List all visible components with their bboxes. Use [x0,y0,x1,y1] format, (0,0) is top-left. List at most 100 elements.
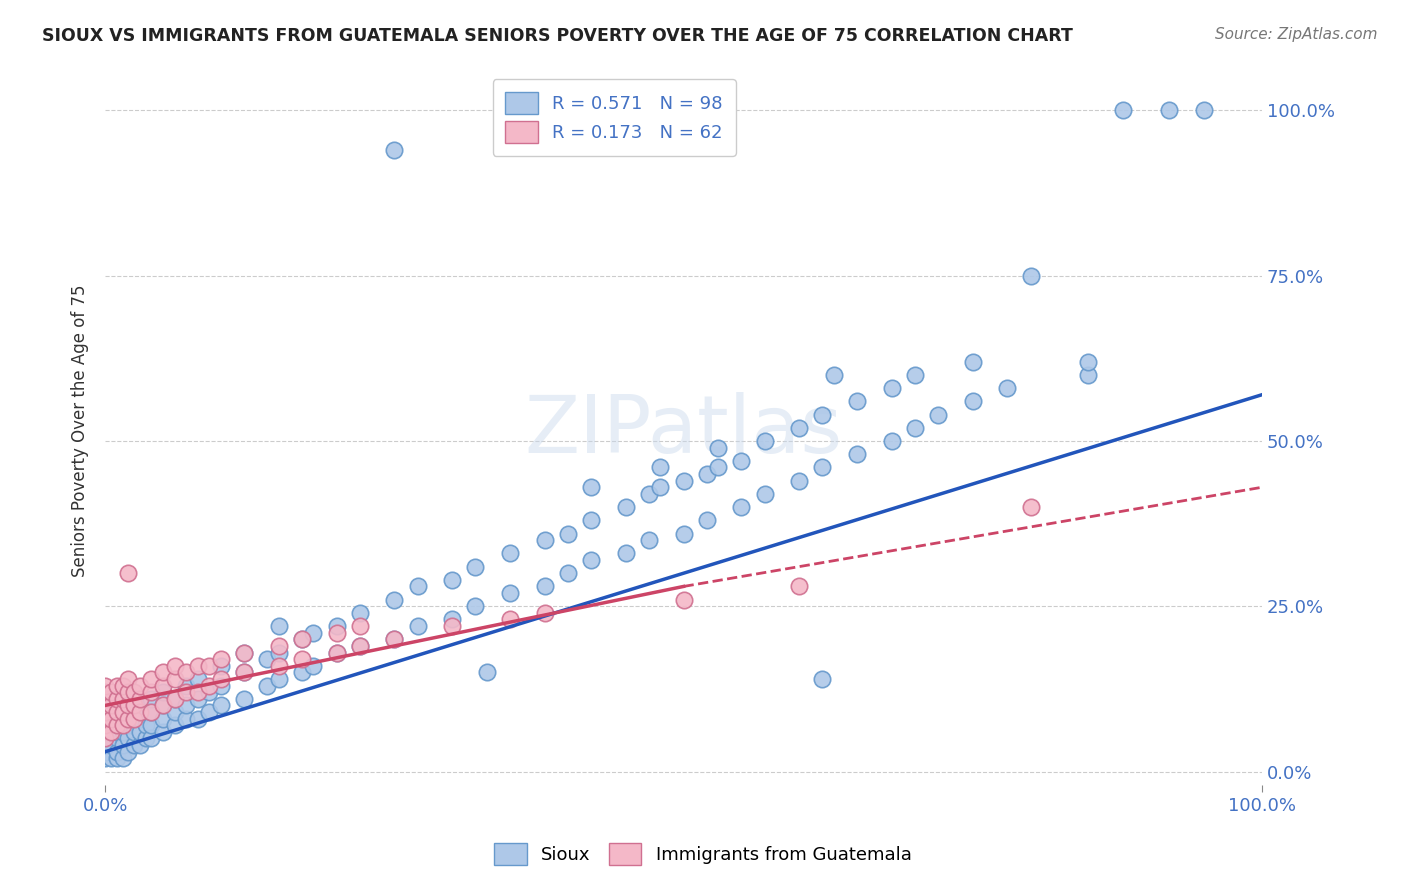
Point [100,698,122,713]
Point [152,685,174,699]
Point [823,368,845,382]
Point [122,685,145,699]
Point [291,632,314,647]
Point [233,665,256,680]
Point [187,685,209,699]
Point [533,579,555,593]
Point [754,434,776,448]
Point [637,533,659,548]
Point [441,573,464,587]
Point [141,718,163,732]
Point [579,553,602,567]
Point [187,658,209,673]
Point [152,724,174,739]
Point [302,658,325,673]
Point [100,738,122,752]
Point [141,685,163,699]
Point [533,606,555,620]
Point [117,718,139,732]
Point [406,619,429,633]
Point [141,731,163,746]
Point [111,705,134,719]
Point [129,738,152,752]
Text: ZIPatlas: ZIPatlas [524,392,842,470]
Point [325,646,347,660]
Point [754,487,776,501]
Point [129,705,152,719]
Point [256,679,278,693]
Point [141,672,163,686]
Point [846,447,869,461]
Point [105,724,128,739]
Point [1159,103,1181,118]
Point [174,665,197,680]
Point [650,460,672,475]
Legend: Sioux, Immigrants from Guatemala: Sioux, Immigrants from Guatemala [485,834,921,874]
Point [384,632,406,647]
Point [811,672,834,686]
Point [198,658,221,673]
Point [233,691,256,706]
Point [141,705,163,719]
Point [94,738,117,752]
Point [135,718,157,732]
Point [325,619,347,633]
Point [349,639,371,653]
Point [111,691,134,706]
Point [111,718,134,732]
Point [111,738,134,752]
Point [187,691,209,706]
Point [233,646,256,660]
Point [325,646,347,660]
Point [105,745,128,759]
Point [105,751,128,765]
Point [880,381,903,395]
Point [256,652,278,666]
Point [614,546,637,560]
Point [557,526,579,541]
Point [117,731,139,746]
Point [117,672,139,686]
Point [499,546,522,560]
Point [730,500,752,515]
Point [267,639,290,653]
Point [787,474,810,488]
Point [163,691,186,706]
Point [174,698,197,713]
Point [533,533,555,548]
Point [117,712,139,726]
Point [100,685,122,699]
Point [302,625,325,640]
Point [122,738,145,752]
Point [152,679,174,693]
Legend: R = 0.571   N = 98, R = 0.173   N = 62: R = 0.571 N = 98, R = 0.173 N = 62 [492,79,735,156]
Point [100,712,122,726]
Point [209,698,232,713]
Point [962,394,984,409]
Point [787,421,810,435]
Point [349,639,371,653]
Point [122,712,145,726]
Point [267,646,290,660]
Point [962,354,984,368]
Point [94,751,117,765]
Point [811,460,834,475]
Point [787,579,810,593]
Point [94,712,117,726]
Point [117,685,139,699]
Point [441,613,464,627]
Point [406,579,429,593]
Point [904,368,927,382]
Point [579,513,602,527]
Point [997,381,1019,395]
Point [94,685,117,699]
Point [163,718,186,732]
Point [152,698,174,713]
Point [94,691,117,706]
Point [117,566,139,581]
Point [198,705,221,719]
Point [111,679,134,693]
Point [94,745,117,759]
Point [209,672,232,686]
Point [707,441,730,455]
